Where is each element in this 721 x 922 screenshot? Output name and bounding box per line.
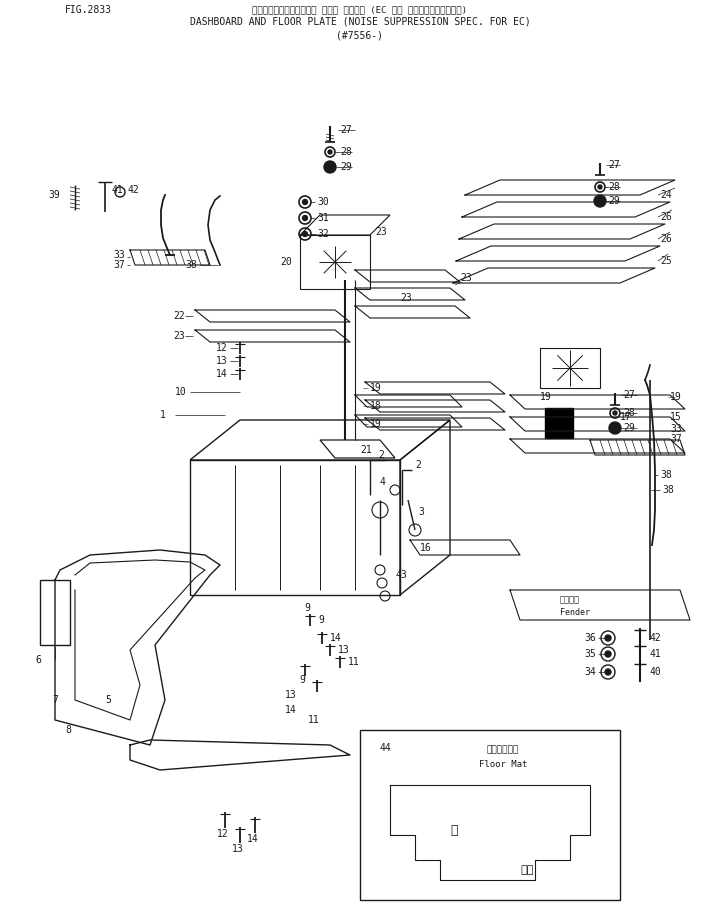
- Text: 2: 2: [415, 460, 421, 470]
- Text: フロアマット: フロアマット: [487, 746, 519, 754]
- Text: 40: 40: [650, 667, 662, 677]
- Text: 24: 24: [660, 190, 672, 200]
- Text: 26: 26: [660, 212, 672, 222]
- Text: 23: 23: [375, 227, 386, 237]
- Text: 2: 2: [378, 450, 384, 460]
- Text: 18: 18: [370, 401, 381, 411]
- Text: フェンダ: フェンダ: [560, 596, 580, 605]
- Text: 19: 19: [540, 392, 552, 402]
- Text: 38: 38: [185, 260, 197, 270]
- Circle shape: [598, 185, 602, 189]
- Text: 32: 32: [317, 229, 329, 239]
- Circle shape: [324, 161, 336, 173]
- Text: 11: 11: [308, 715, 319, 725]
- Text: 11: 11: [348, 657, 360, 667]
- Text: 21: 21: [360, 445, 372, 455]
- Circle shape: [594, 195, 606, 207]
- Text: 19: 19: [670, 392, 682, 402]
- Text: 43: 43: [395, 570, 407, 580]
- Text: 4: 4: [380, 477, 386, 487]
- Text: 13: 13: [285, 690, 297, 700]
- Text: 1: 1: [160, 410, 166, 420]
- Text: 12: 12: [217, 829, 229, 839]
- Text: 30: 30: [317, 197, 329, 207]
- Text: 41: 41: [650, 649, 662, 659]
- Text: 29: 29: [340, 162, 352, 172]
- Text: 37: 37: [113, 260, 125, 270]
- Text: 5: 5: [105, 695, 111, 705]
- Text: 29: 29: [623, 423, 634, 433]
- Text: 14: 14: [216, 369, 228, 379]
- Text: 23: 23: [173, 331, 185, 341]
- Text: FIG.2833: FIG.2833: [65, 5, 112, 15]
- Text: 37: 37: [670, 434, 682, 444]
- Text: 13: 13: [338, 645, 350, 655]
- Text: DASHBOARD AND FLOOR PLATE (NOISE SUPPRESSION SPEC. FOR EC): DASHBOARD AND FLOOR PLATE (NOISE SUPPRES…: [190, 16, 531, 26]
- Text: 44: 44: [380, 743, 392, 753]
- Text: 31: 31: [317, 213, 329, 223]
- Text: 9: 9: [304, 603, 310, 613]
- Circle shape: [613, 411, 617, 415]
- Text: 19: 19: [370, 419, 381, 429]
- Circle shape: [303, 199, 307, 205]
- Circle shape: [605, 635, 611, 641]
- Text: 13: 13: [216, 356, 228, 366]
- Text: 33: 33: [113, 250, 125, 260]
- Text: 25: 25: [660, 256, 672, 266]
- Text: ダッシュボード・オフィス フロア プレート (EC 仕様 ノイズサプレッション): ダッシュボード・オフィス フロア プレート (EC 仕様 ノイズサプレッション): [252, 5, 467, 14]
- Circle shape: [303, 216, 307, 220]
- Circle shape: [303, 231, 307, 237]
- Text: 19: 19: [370, 383, 381, 393]
- Text: 28: 28: [340, 147, 352, 157]
- Text: 23: 23: [400, 293, 412, 303]
- Text: 38: 38: [662, 485, 673, 495]
- Text: 34: 34: [584, 667, 596, 677]
- Text: 3: 3: [418, 507, 424, 517]
- Text: 17: 17: [620, 412, 632, 422]
- Text: 41: 41: [112, 185, 124, 195]
- Text: 6: 6: [35, 655, 41, 665]
- Text: 38: 38: [660, 470, 672, 480]
- Text: 15: 15: [670, 412, 682, 422]
- Text: 14: 14: [247, 834, 259, 844]
- Text: 13: 13: [232, 844, 244, 854]
- Text: 9: 9: [299, 675, 305, 685]
- Text: 14: 14: [330, 633, 342, 643]
- Circle shape: [605, 669, 611, 675]
- Text: 26: 26: [660, 234, 672, 244]
- Text: 27: 27: [623, 390, 634, 400]
- Circle shape: [609, 422, 621, 434]
- Text: 20: 20: [280, 257, 292, 267]
- Text: Fender: Fender: [560, 608, 590, 617]
- Text: 9: 9: [318, 615, 324, 625]
- Text: 7: 7: [52, 695, 58, 705]
- Text: 14: 14: [285, 705, 297, 715]
- Text: 28: 28: [623, 408, 634, 418]
- Text: 35: 35: [584, 649, 596, 659]
- Text: 29: 29: [608, 196, 620, 206]
- Text: う: う: [450, 823, 458, 836]
- Text: 23: 23: [460, 273, 472, 283]
- Text: 10: 10: [175, 387, 187, 397]
- Text: 22: 22: [173, 311, 185, 321]
- Circle shape: [328, 150, 332, 154]
- Bar: [545, 408, 573, 438]
- Text: 12: 12: [216, 343, 228, 353]
- Text: 42: 42: [127, 185, 138, 195]
- Text: 36: 36: [584, 633, 596, 643]
- Text: 27: 27: [340, 125, 352, 135]
- Text: 28: 28: [608, 182, 620, 192]
- Text: 42: 42: [650, 633, 662, 643]
- Text: Floor Mat: Floor Mat: [479, 760, 527, 769]
- Text: おう: おう: [520, 865, 534, 875]
- Text: 8: 8: [65, 725, 71, 735]
- Bar: [360, 730, 620, 900]
- Text: 33: 33: [670, 424, 682, 434]
- Text: 27: 27: [608, 160, 620, 170]
- Text: 16: 16: [420, 543, 432, 553]
- Text: (#7556-): (#7556-): [337, 30, 384, 40]
- Text: 39: 39: [48, 190, 60, 200]
- Circle shape: [605, 651, 611, 657]
